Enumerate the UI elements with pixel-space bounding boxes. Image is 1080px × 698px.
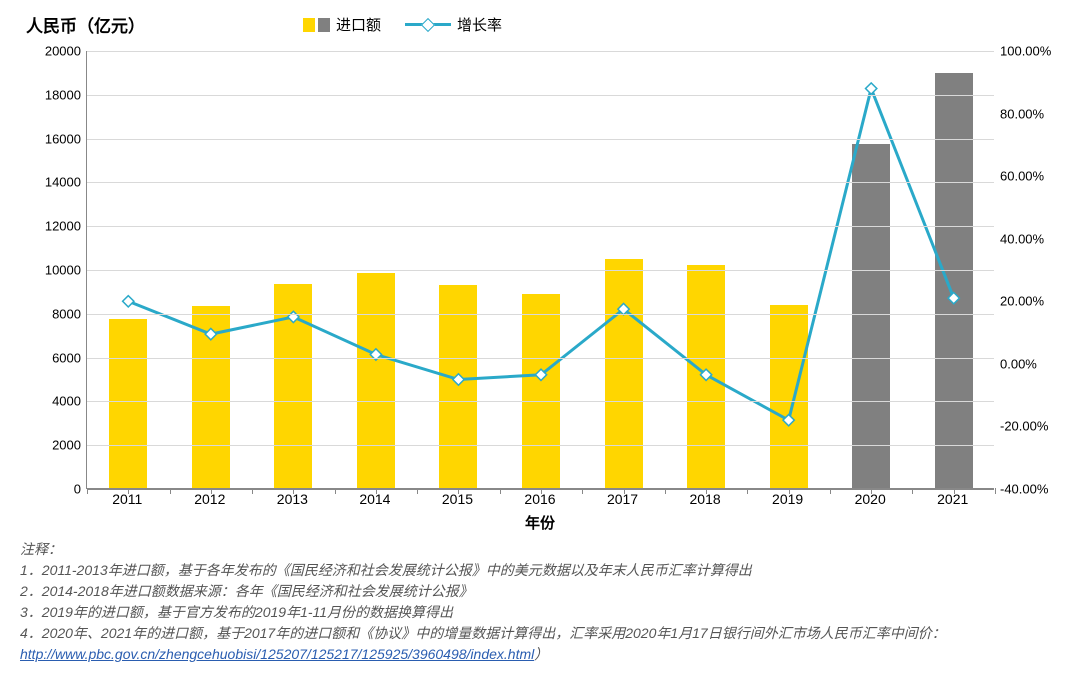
x-label: 2018: [690, 491, 721, 507]
x-label: 2015: [442, 491, 473, 507]
x-label: 2016: [524, 491, 555, 507]
grid-line: [87, 401, 994, 402]
y-left-tick: 16000: [45, 131, 87, 146]
grid-line: [87, 51, 994, 52]
y-left-tick: 14000: [45, 175, 87, 190]
line-marker: [783, 415, 794, 426]
footnotes: 注释： 1．2011-2013年进口额，基于各年发布的《国民经济和社会发展统计公…: [20, 539, 1060, 665]
plot-area: 0200040006000800010000120001400016000180…: [86, 51, 994, 489]
grid-line: [87, 226, 994, 227]
line-marker: [123, 296, 134, 307]
note-line: 3．2019年的进口额，基于官方发布的2019年1-11月份的数据换算得出: [20, 602, 1060, 623]
legend: 进口额 增长率: [303, 14, 502, 35]
y-left-tick: 4000: [52, 394, 87, 409]
y-right-tick: 80.00%: [994, 106, 1044, 121]
y-left-tick: 2000: [52, 438, 87, 453]
notes-heading: 注释：: [20, 539, 1060, 560]
grid-line: [87, 182, 994, 183]
y-left-tick: 6000: [52, 350, 87, 365]
x-tick: [995, 488, 996, 494]
x-label: 2012: [194, 491, 225, 507]
bar-swatch-secondary: [318, 18, 330, 32]
legend-bars-label: 进口额: [336, 14, 381, 35]
line-marker: [453, 374, 464, 385]
y-left-tick: 20000: [45, 44, 87, 59]
y-right-tick: -40.00%: [994, 482, 1048, 497]
x-label: 2013: [277, 491, 308, 507]
y-left-tick: 0: [74, 482, 87, 497]
x-axis-title: 年份: [20, 512, 1060, 533]
grid-line: [87, 358, 994, 359]
legend-line: 增长率: [405, 14, 502, 35]
y-axis-title: 人民币（亿元）: [26, 12, 145, 37]
x-label: 2011: [112, 491, 142, 507]
x-label: 2021: [937, 491, 968, 507]
notes-list: 1．2011-2013年进口额，基于各年发布的《国民经济和社会发展统计公报》中的…: [20, 560, 1060, 665]
y-right-tick: 0.00%: [994, 356, 1037, 371]
y-left-tick: 10000: [45, 263, 87, 278]
x-label: 2019: [772, 491, 803, 507]
line-swatch: [405, 23, 451, 26]
legend-line-label: 增长率: [457, 14, 502, 35]
y-right-tick: 20.00%: [994, 294, 1044, 309]
note-line: 2．2014-2018年进口额数据来源：各年《国民经济和社会发展统计公报》: [20, 581, 1060, 602]
grid-line: [87, 139, 994, 140]
grid-line: [87, 95, 994, 96]
grid-line: [87, 445, 994, 446]
y-right-tick: 100.00%: [994, 44, 1051, 59]
note-trailing: ）: [534, 646, 548, 662]
y-left-tick: 8000: [52, 306, 87, 321]
chart-header: 人民币（亿元） 进口额 增长率: [20, 12, 1060, 37]
x-label: 2014: [359, 491, 390, 507]
grid-line: [87, 314, 994, 315]
grid-line: [87, 270, 994, 271]
y-right-tick: -20.00%: [994, 419, 1048, 434]
note-line: 4．2020年、2021年的进口额，基于2017年的进口额和《协议》中的增量数据…: [20, 623, 1060, 665]
line-marker: [948, 293, 959, 304]
y-left-tick: 12000: [45, 219, 87, 234]
x-axis-labels: 2011 2012 2013 2014 2015 2016 2017 2018 2019 2020…: [86, 491, 994, 509]
note-source-link[interactable]: http://www.pbc.gov.cn/zhengcehuobisi/125…: [20, 646, 534, 662]
legend-bars: 进口额: [303, 14, 381, 35]
x-label: 2017: [607, 491, 638, 507]
y-left-tick: 18000: [45, 87, 87, 102]
note-line: 1．2011-2013年进口额，基于各年发布的《国民经济和社会发展统计公报》中的…: [20, 560, 1060, 581]
bar-swatch-pair: [303, 18, 330, 32]
line-marker: [866, 83, 877, 94]
x-label: 2020: [855, 491, 886, 507]
y-right-tick: 40.00%: [994, 231, 1044, 246]
bar-swatch-primary: [303, 18, 315, 32]
line-marker: [205, 328, 216, 339]
plot-wrap: 0 2000 4000 6000 8000 10000 12000 14000 16000 180…: [20, 43, 1060, 533]
y-right-tick: 60.00%: [994, 169, 1044, 184]
